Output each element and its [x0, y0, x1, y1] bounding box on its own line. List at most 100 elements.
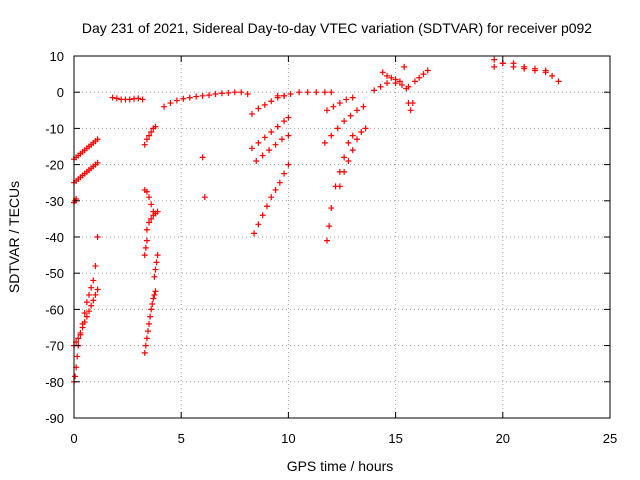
data-point: [259, 212, 266, 219]
data-point: [88, 302, 95, 309]
data-point: [81, 319, 88, 326]
series-arc-3f: [151, 252, 161, 280]
data-point: [278, 136, 285, 143]
y-tick-label: -20: [45, 158, 64, 173]
series-arc-9: [379, 69, 403, 85]
data-point: [94, 286, 101, 293]
data-point: [392, 76, 399, 83]
data-point: [345, 157, 352, 164]
data-point: [146, 219, 153, 226]
data-marks: [71, 56, 562, 385]
data-point: [296, 89, 303, 96]
data-point: [371, 87, 378, 94]
tick-labels: 0 5 10 15 20 25 10 0 -10 -20 -30 -40 -50 -60 -70 -80 -90: [45, 49, 617, 446]
data-point: [255, 139, 262, 146]
data-point: [336, 183, 343, 190]
data-point: [148, 201, 155, 208]
y-tick-label: -30: [45, 194, 64, 209]
data-point: [173, 97, 180, 104]
data-point: [521, 65, 528, 72]
data-point: [92, 291, 99, 298]
data-point: [384, 72, 391, 79]
data-point: [94, 136, 101, 143]
data-point: [199, 92, 206, 99]
series-arc-3e: [141, 237, 150, 259]
series-arc-7b: [321, 103, 367, 146]
data-point: [341, 118, 348, 125]
data-point: [531, 67, 538, 74]
data-point: [542, 69, 549, 76]
data-point: [150, 295, 157, 302]
data-point: [321, 139, 328, 146]
data-point: [109, 94, 116, 101]
data-point: [143, 237, 150, 244]
series-arc-5d: [248, 92, 288, 117]
x-tick-label: 5: [178, 431, 185, 446]
data-point: [396, 78, 403, 85]
data-point: [255, 105, 262, 112]
series-arc-5c: [253, 132, 292, 164]
y-tick-label: 0: [57, 85, 64, 100]
data-point: [126, 96, 133, 103]
data-point: [274, 92, 281, 99]
data-point: [147, 313, 154, 320]
data-point: [281, 118, 288, 125]
series-arc-8: [371, 80, 412, 94]
data-point: [330, 103, 337, 110]
data-point: [268, 98, 275, 105]
series-arc-11: [411, 67, 431, 85]
data-point: [403, 85, 410, 92]
series-arc-10: [401, 63, 416, 114]
data-point: [349, 132, 356, 139]
data-point: [154, 208, 161, 215]
data-point: [151, 273, 158, 280]
y-tick-label: 10: [50, 49, 64, 64]
x-tick-label: 10: [281, 431, 295, 446]
data-point: [354, 107, 361, 114]
data-point: [347, 112, 354, 119]
data-point: [255, 221, 262, 228]
series-outliers: [199, 154, 208, 201]
grid: [74, 56, 610, 418]
y-tick-label: -10: [45, 121, 64, 136]
data-point: [345, 139, 352, 146]
series-arc-1e: [71, 286, 101, 349]
data-point: [148, 215, 155, 222]
data-point: [510, 63, 517, 70]
series-arc-13: [491, 56, 549, 76]
data-point: [285, 114, 292, 121]
x-tick-label: 15: [388, 431, 402, 446]
data-point: [186, 94, 193, 101]
data-point: [152, 288, 159, 295]
data-point: [328, 89, 335, 96]
data-point: [143, 226, 150, 233]
axis-ticks: [73, 55, 611, 419]
data-point: [167, 100, 174, 107]
data-point: [358, 129, 365, 136]
data-point: [142, 342, 149, 349]
series-arc-5a: [251, 161, 292, 237]
data-point: [287, 91, 294, 98]
data-point: [304, 89, 311, 96]
data-point: [141, 141, 148, 148]
data-point: [154, 252, 161, 259]
y-tick-label: -80: [45, 375, 64, 390]
data-point: [148, 129, 155, 136]
data-point: [86, 308, 93, 315]
data-point: [72, 373, 79, 380]
y-tick-label: -40: [45, 230, 64, 245]
data-point: [354, 136, 361, 143]
data-point: [251, 230, 258, 237]
data-point: [141, 349, 148, 356]
series-arc-1b: [71, 159, 101, 186]
data-point: [377, 83, 384, 90]
data-point: [83, 299, 90, 306]
data-point: [555, 78, 562, 85]
data-point: [272, 186, 279, 193]
data-point: [420, 71, 427, 78]
data-point: [180, 95, 187, 102]
x-axis-label: GPS time / hours: [287, 458, 394, 474]
series-arc-3d: [143, 208, 161, 233]
data-point: [151, 291, 158, 298]
data-point: [274, 123, 281, 130]
